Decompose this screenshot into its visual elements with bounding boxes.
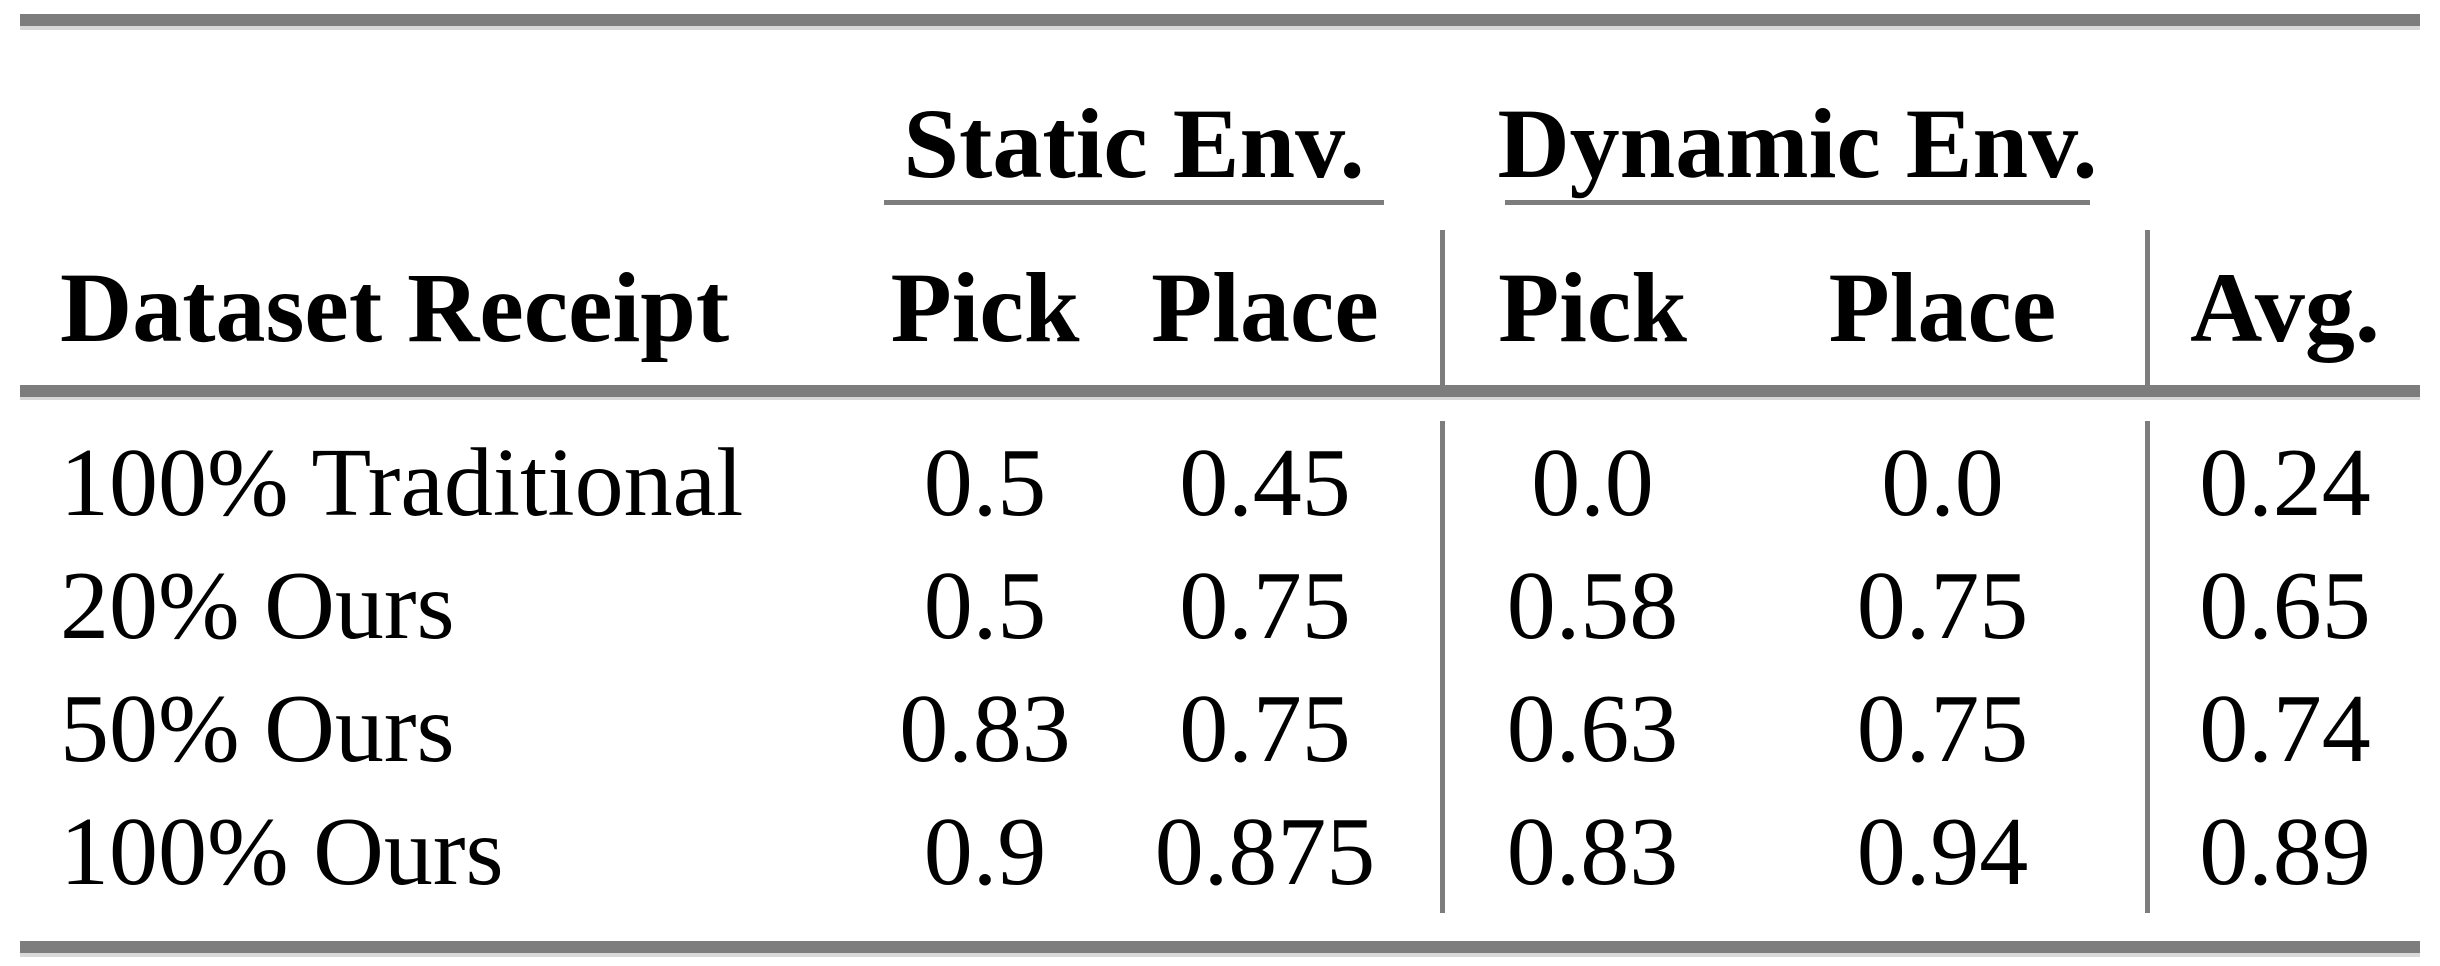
table-cell: 0.5 bbox=[923, 551, 1047, 660]
group-header-static-env: Static Env. bbox=[903, 88, 1365, 199]
results-table: Static Env. Dynamic Env. Dataset Receipt… bbox=[20, 26, 2420, 941]
spacer bbox=[2145, 200, 2420, 230]
col-header-dynamic-place: Place bbox=[1828, 251, 2057, 363]
col-header-static-pick: Pick bbox=[890, 251, 1080, 363]
table-cell: 0.45 bbox=[1179, 428, 1351, 537]
table-top-rule bbox=[20, 14, 2420, 26]
table-cell: 0.75 bbox=[1856, 674, 2029, 783]
table-bottom-rule bbox=[20, 941, 2420, 953]
row-label: 20% Ours bbox=[60, 551, 455, 660]
table-cell: 0.83 bbox=[1440, 790, 1740, 913]
col-header-avg: Avg. bbox=[2145, 230, 2420, 385]
cmidrule-static-env bbox=[880, 200, 1440, 230]
table-cell: 0.5 bbox=[923, 428, 1047, 537]
spacer bbox=[20, 26, 880, 200]
row-label: 100% Ours bbox=[60, 797, 504, 906]
col-header-dynamic-pick: Pick bbox=[1440, 230, 1740, 385]
cmidrule-line bbox=[1505, 200, 2090, 205]
table-cell: 0.83 bbox=[899, 674, 1071, 783]
table-cell: 0.58 bbox=[1440, 544, 1740, 667]
table-cell: 0.89 bbox=[2145, 790, 2420, 913]
cmidrule-line bbox=[884, 200, 1384, 205]
col-header-static-place: Place bbox=[1151, 251, 1379, 363]
table-cell: 0.0 bbox=[1440, 421, 1740, 544]
table-cell: 0.74 bbox=[2145, 667, 2420, 790]
table-cell: 0.75 bbox=[1179, 551, 1351, 660]
table-cell: 0.24 bbox=[2145, 421, 2420, 544]
spacer bbox=[20, 200, 880, 230]
cmidrule-dynamic-env bbox=[1440, 200, 2145, 230]
table-cell: 0.75 bbox=[1856, 551, 2029, 660]
table-cell: 0.875 bbox=[1154, 797, 1376, 906]
col-header-dataset-receipt: Dataset Receipt bbox=[60, 251, 730, 363]
row-label: 50% Ours bbox=[60, 674, 455, 783]
spacer bbox=[20, 913, 2420, 941]
table-cell: 0.0 bbox=[1881, 428, 2004, 537]
row-label: 100% Traditional bbox=[60, 428, 744, 537]
table-cell: 0.94 bbox=[1856, 797, 2029, 906]
table-cell: 0.65 bbox=[2145, 544, 2420, 667]
spacer bbox=[2145, 26, 2420, 200]
table-cell: 0.63 bbox=[1440, 667, 1740, 790]
table-cell: 0.9 bbox=[923, 797, 1047, 906]
group-header-dynamic-env: Dynamic Env. bbox=[1497, 88, 2098, 199]
table-cell: 0.75 bbox=[1179, 674, 1351, 783]
spacer bbox=[20, 397, 2420, 421]
table-header-rule bbox=[20, 385, 2420, 397]
